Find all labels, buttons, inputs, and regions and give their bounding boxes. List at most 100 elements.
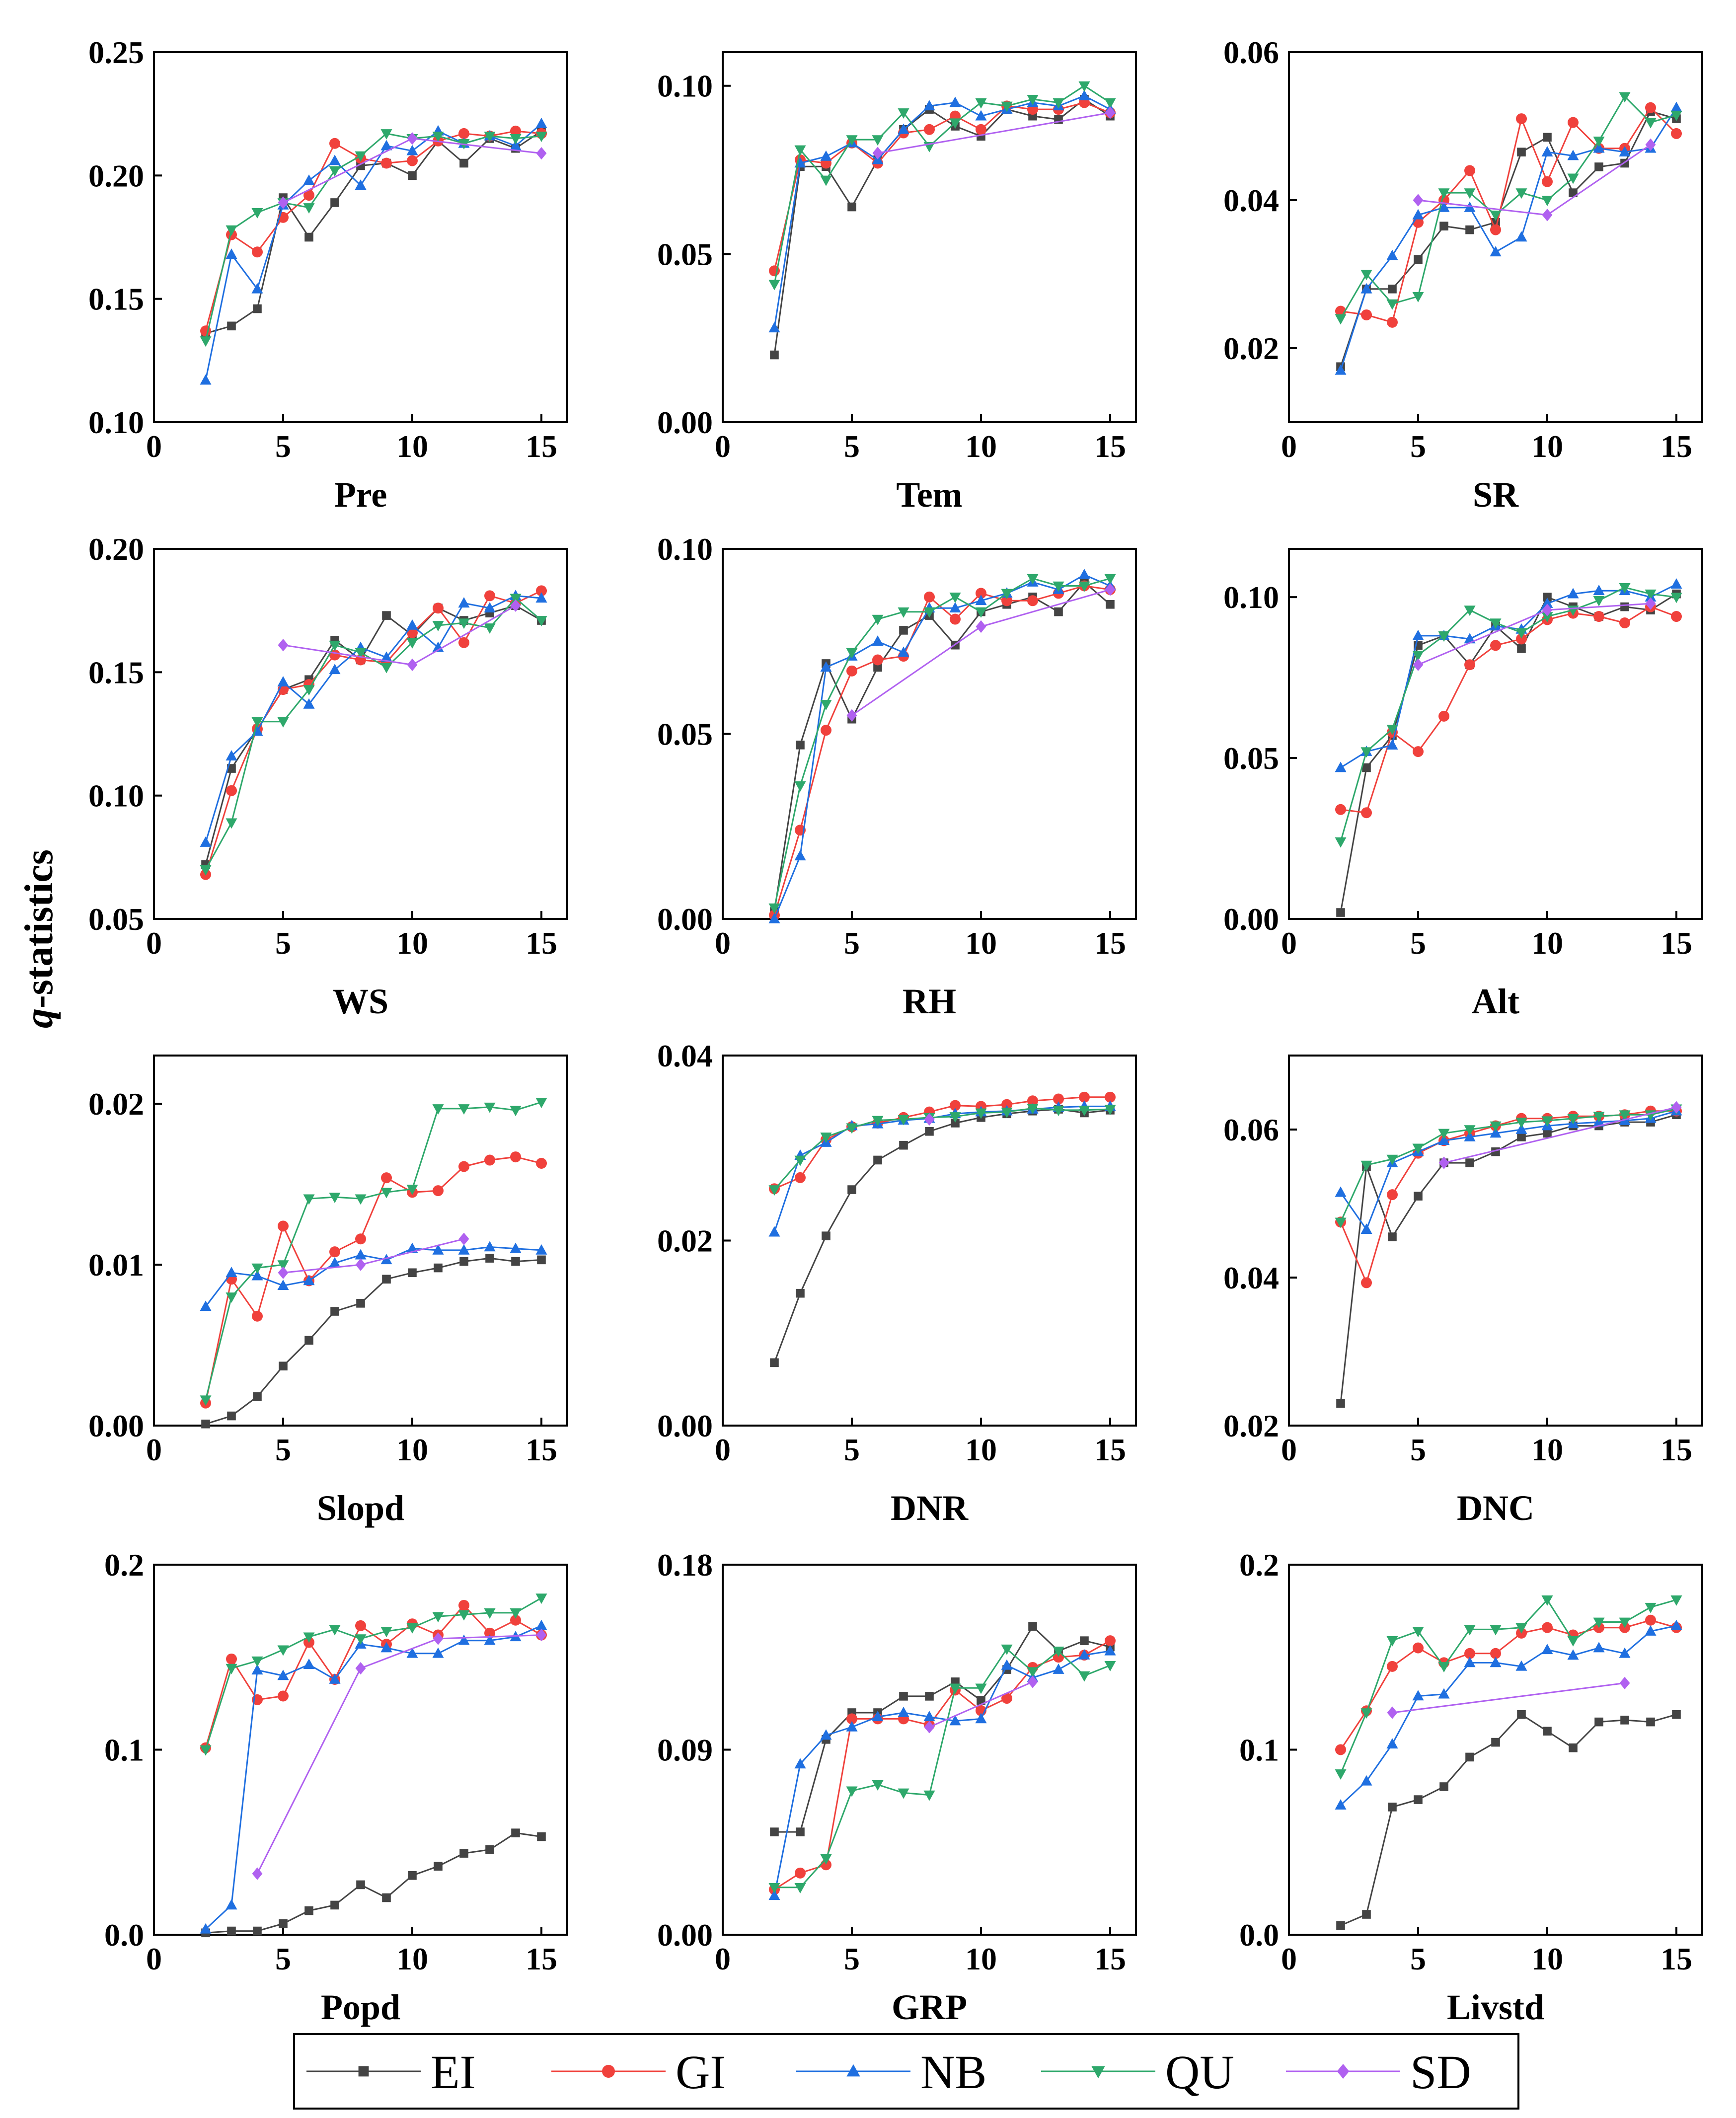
data-point-gi bbox=[1027, 1095, 1038, 1107]
data-point-ei bbox=[925, 1692, 934, 1701]
data-point-ei bbox=[1054, 607, 1063, 616]
data-point-nb bbox=[1593, 1642, 1605, 1653]
data-point-nb bbox=[1438, 1688, 1450, 1699]
data-point-nb bbox=[923, 100, 935, 111]
data-point-qu bbox=[380, 1188, 392, 1199]
data-point-qu bbox=[768, 903, 780, 914]
y-tick-label: 0.20 bbox=[88, 531, 144, 567]
data-point-nb bbox=[200, 1923, 212, 1934]
data-point-gi bbox=[1335, 1744, 1346, 1755]
data-point-ei bbox=[201, 1419, 210, 1429]
data-point-qu bbox=[355, 648, 367, 659]
x-tick-label: 15 bbox=[526, 1941, 557, 1976]
y-tick-label: 0.15 bbox=[88, 655, 144, 690]
data-point-nb bbox=[768, 1890, 780, 1900]
data-point-nb bbox=[1360, 1775, 1372, 1786]
data-point-qu bbox=[432, 1104, 444, 1115]
x-tick-label: 10 bbox=[1531, 429, 1563, 464]
x-axis-label: WS bbox=[333, 982, 388, 1021]
data-point-sd bbox=[1542, 604, 1553, 616]
data-point-nb bbox=[406, 145, 418, 155]
data-point-nb bbox=[303, 1275, 315, 1286]
data-point-nb bbox=[1104, 1645, 1116, 1656]
data-point-nb bbox=[1001, 1659, 1013, 1670]
data-point-qu bbox=[1464, 1125, 1476, 1136]
data-point-qu bbox=[768, 280, 780, 291]
series-line-qu bbox=[1340, 95, 1677, 319]
x-tick-label: 10 bbox=[1531, 1941, 1563, 1976]
legend-marker-gi bbox=[602, 2065, 615, 2078]
data-point-nb bbox=[1670, 578, 1682, 589]
y-tick-label: 0.05 bbox=[657, 236, 713, 272]
data-point-ei bbox=[925, 1127, 934, 1136]
data-point-qu bbox=[1619, 1110, 1631, 1121]
data-point-qu bbox=[1104, 1661, 1116, 1671]
x-tick-label: 10 bbox=[396, 429, 428, 464]
legend-label-ei: EI bbox=[431, 2045, 476, 2099]
data-point-qu bbox=[406, 1623, 418, 1634]
data-point-nb bbox=[768, 322, 780, 333]
data-point-ei bbox=[770, 1358, 779, 1367]
data-point-ei bbox=[1465, 225, 1474, 234]
data-point-qu bbox=[380, 663, 392, 674]
data-point-nb bbox=[458, 597, 470, 608]
data-point-qu bbox=[1515, 628, 1527, 639]
data-point-gi bbox=[458, 637, 469, 648]
data-point-qu bbox=[484, 132, 496, 142]
data-point-qu bbox=[898, 607, 909, 618]
data-point-gi bbox=[976, 588, 986, 599]
data-point-sd bbox=[536, 1628, 547, 1642]
data-point-nb bbox=[380, 1642, 392, 1653]
data-point-nb bbox=[794, 850, 806, 861]
data-point-qu bbox=[1104, 1105, 1116, 1116]
data-point-gi bbox=[510, 125, 521, 137]
data-point-nb bbox=[1464, 1131, 1476, 1141]
data-point-sd bbox=[1387, 1706, 1398, 1719]
series-line-qu bbox=[773, 84, 1111, 285]
data-point-nb bbox=[1515, 1123, 1527, 1134]
x-tick-label: 5 bbox=[275, 1941, 291, 1976]
x-tick-label: 10 bbox=[1531, 1432, 1563, 1467]
data-point-gi bbox=[458, 128, 469, 139]
data-point-ei bbox=[279, 1362, 288, 1370]
data-point-ei bbox=[511, 1257, 520, 1266]
data-point-qu bbox=[355, 1194, 367, 1205]
series-line-sd bbox=[256, 1634, 542, 1874]
data-point-nb bbox=[949, 602, 961, 612]
y-tick-label: 0.10 bbox=[1223, 580, 1279, 615]
data-point-ei bbox=[770, 350, 779, 360]
y-tick-label: 0.05 bbox=[88, 902, 144, 937]
data-point-gi bbox=[510, 1151, 521, 1163]
data-point-gi bbox=[1671, 611, 1682, 622]
data-point-qu bbox=[1541, 196, 1553, 207]
data-point-qu bbox=[226, 818, 237, 829]
plot-frame bbox=[153, 548, 568, 920]
data-point-qu bbox=[794, 781, 806, 792]
data-point-qu bbox=[794, 1883, 806, 1893]
data-point-ei bbox=[1569, 188, 1578, 197]
data-point-gi bbox=[1438, 710, 1449, 722]
chart-panel-grp: 0 5 10 15 0.00 0.09 0.18 GRP bbox=[657, 1547, 1137, 2027]
x-tick-label: 0 bbox=[1281, 1432, 1297, 1467]
data-point-qu bbox=[820, 700, 832, 710]
data-point-qu bbox=[251, 1656, 263, 1667]
data-point-ei bbox=[899, 1692, 908, 1701]
data-point-sd bbox=[924, 1721, 935, 1734]
data-point-qu bbox=[975, 1108, 987, 1119]
data-point-gi bbox=[355, 1233, 366, 1245]
series-line-qu bbox=[773, 1107, 1111, 1191]
data-point-gi bbox=[924, 124, 935, 135]
data-point-qu bbox=[1053, 581, 1064, 592]
data-point-nb bbox=[226, 1267, 237, 1278]
data-point-qu bbox=[949, 118, 961, 129]
data-point-sd bbox=[1438, 1156, 1449, 1169]
x-tick-label: 5 bbox=[275, 925, 291, 961]
data-point-qu bbox=[1001, 1644, 1013, 1655]
data-point-nb bbox=[432, 641, 444, 652]
data-point-ei bbox=[408, 1871, 417, 1880]
data-point-gi bbox=[433, 603, 444, 614]
data-point-qu bbox=[1541, 612, 1553, 623]
series-line-nb bbox=[1340, 107, 1677, 371]
data-point-nb bbox=[1490, 246, 1502, 257]
